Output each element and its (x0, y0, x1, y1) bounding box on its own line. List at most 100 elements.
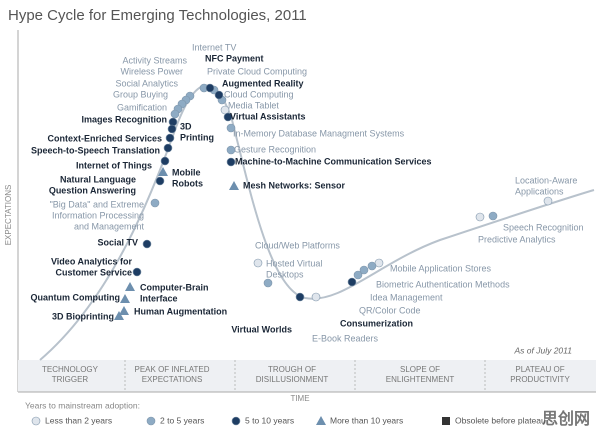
tech-label: Consumerization (340, 318, 413, 328)
tech-label: Mobile (172, 167, 201, 177)
tech-label: Natural Language (60, 174, 136, 184)
phase-dividers (124, 360, 486, 392)
tech-label: Virtual Worlds (231, 324, 292, 334)
tech-marker (165, 133, 175, 143)
tech-marker (125, 282, 135, 291)
tech-label: Idea Management (370, 292, 443, 302)
tech-marker (119, 306, 129, 315)
tech-marker (253, 258, 263, 268)
legend-marker (231, 416, 241, 426)
tech-label: Location-Aware (515, 175, 577, 185)
legend-marker (31, 416, 41, 426)
tech-label: Mesh Networks: Sensor (243, 180, 346, 190)
tech-label: Predictive Analytics (478, 234, 556, 244)
legend-label: Less than 2 years (45, 415, 112, 425)
tech-label: Activity Streams (122, 55, 187, 65)
tech-marker (367, 261, 377, 271)
tech-marker (263, 278, 273, 288)
tech-marker (120, 294, 130, 303)
tech-label: Context-Enriched Services (47, 133, 162, 143)
tech-label: In-Memory Database Managment Systems (233, 128, 405, 138)
tech-marker (163, 143, 173, 153)
tech-label: Human Augmentation (134, 306, 227, 316)
phase-label: SLOPE OF (400, 365, 440, 374)
legend-label: Obsolete before plateau (455, 415, 546, 425)
as-of: As of July 2011 (514, 345, 573, 355)
tech-marker (170, 109, 180, 119)
legend-marker (146, 416, 156, 426)
phase-label: ENLIGHTENMENT (386, 375, 455, 384)
tech-label: Interface (140, 293, 178, 303)
phase-label: TRIGGER (52, 375, 89, 384)
legend-title: Years to mainstream adoption: (25, 400, 140, 410)
tech-marker (353, 270, 363, 280)
tech-label: Images Recognition (81, 114, 167, 124)
tech-marker (475, 212, 485, 222)
tech-marker (295, 292, 305, 302)
phase-band (18, 360, 596, 392)
tech-label: Robots (172, 178, 203, 188)
tech-label: Mobile Application Stores (390, 263, 492, 273)
title: Hype Cycle for Emerging Technologies, 20… (8, 7, 307, 24)
legend-label: More than 10 years (330, 415, 403, 425)
tech-label: Machine-to-Machine Communication Service… (235, 156, 432, 166)
tech-label: Customer Service (55, 267, 132, 277)
tech-label: Hosted Virtual (266, 258, 322, 268)
tech-label: Gesture Recognition (234, 144, 316, 154)
tech-label: Cloud Computing (224, 89, 294, 99)
tech-marker (158, 167, 168, 176)
tech-label: Internet TV (192, 42, 236, 52)
tech-marker (155, 176, 165, 186)
tech-marker (229, 181, 239, 190)
phase-label: TECHNOLOGY (42, 365, 99, 374)
phase-label: EXPECTATIONS (142, 375, 203, 384)
phase-label: TROUGH OF (268, 365, 316, 374)
watermark: 思创网 (542, 409, 590, 428)
tech-marker (223, 112, 233, 122)
tech-label: Gamification (117, 102, 167, 112)
tech-label: Private Cloud Computing (207, 66, 307, 76)
tech-marker (150, 198, 160, 208)
tech-marker (214, 90, 224, 100)
tech-marker (160, 156, 170, 166)
tech-label: 3D Bioprinting (52, 311, 114, 321)
tech-marker (132, 267, 142, 277)
tech-label: Desktops (266, 269, 304, 279)
phase-label: DISILLUSIONMENT (256, 375, 329, 384)
tech-marker (226, 145, 236, 155)
legend-label: 5 to 10 years (245, 415, 294, 425)
tech-label: Video Analytics for (51, 256, 133, 266)
x-axis-label: TIME (290, 394, 309, 403)
phase-label: PEAK OF INFLATED (135, 365, 210, 374)
legend-label: 2 to 5 years (160, 415, 204, 425)
tech-label: NFC Payment (205, 53, 264, 63)
tech-label: Cloud/Web Platforms (255, 240, 340, 250)
tech-label: Quantum Computing (31, 292, 121, 302)
tech-label: Wireless Power (120, 66, 183, 76)
tech-label: Media Tablet (228, 100, 279, 110)
tech-label: QR/Color Code (359, 305, 421, 315)
tech-label: Speech Recognition (503, 222, 584, 232)
tech-label: Information Processing (52, 210, 144, 220)
tech-label: Group Buying (113, 89, 168, 99)
tech-label: Applications (515, 186, 564, 196)
tech-marker (359, 265, 369, 275)
tech-label: Printing (180, 132, 214, 142)
tech-label: and Management (74, 221, 145, 231)
tech-marker (226, 157, 236, 167)
tech-label: Biometric Authentication Methods (376, 279, 510, 289)
tech-marker (167, 124, 177, 134)
tech-marker (226, 123, 236, 133)
y-axis-label: EXPECTATIONS (4, 185, 13, 246)
tech-marker (168, 117, 178, 127)
tech-label: Speech-to-Speech Translation (31, 145, 160, 155)
tech-marker (347, 277, 357, 287)
tech-label: Social Analytics (115, 78, 178, 88)
legend-marker (442, 417, 450, 425)
tech-label: 3D (180, 121, 192, 131)
legend-marker (316, 416, 326, 425)
tech-label: Computer-Brain (140, 282, 209, 292)
tech-marker (114, 311, 124, 320)
tech-marker (142, 239, 152, 249)
